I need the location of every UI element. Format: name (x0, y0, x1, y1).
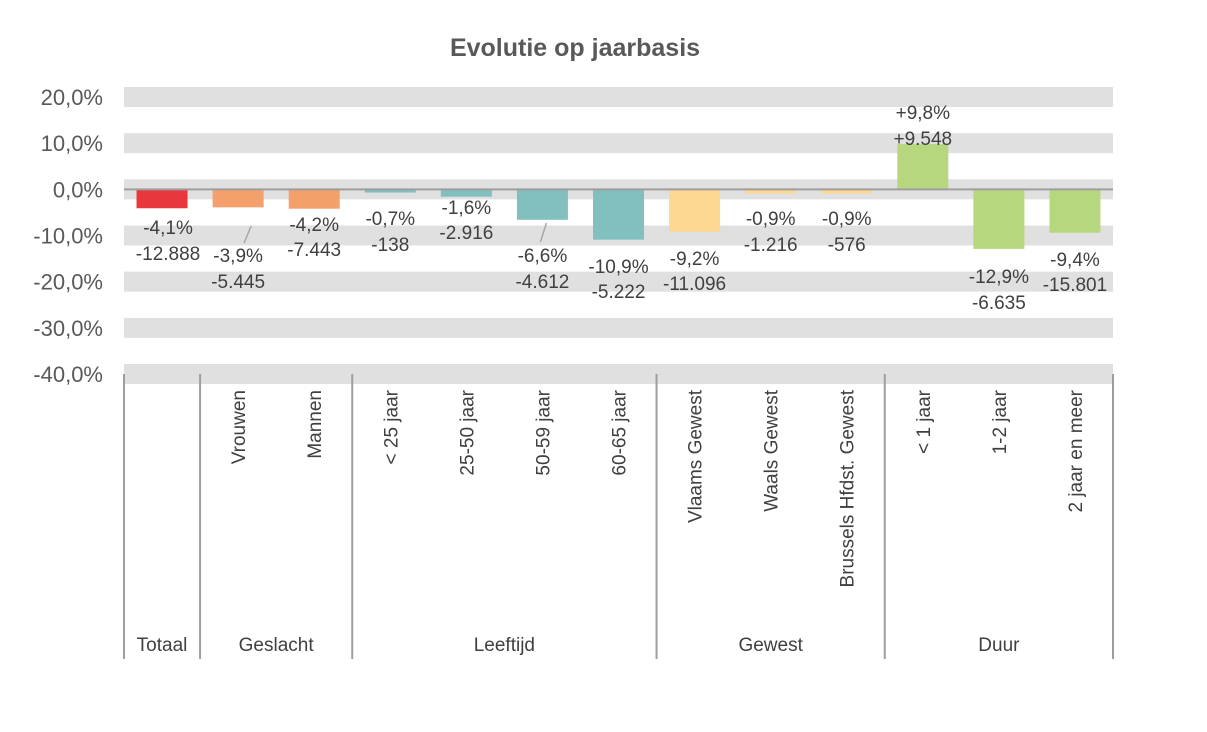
data-label-count: -4.612 (515, 272, 569, 293)
category-label: 1-2 jaar (990, 389, 1011, 454)
leader-line (243, 225, 252, 244)
category-label: Brussels Hfdst. Gewest (838, 389, 859, 587)
group-label: Totaal (137, 635, 188, 656)
data-label-count: -138 (371, 235, 409, 256)
grid-band (124, 317, 1113, 338)
data-label-count: -12.888 (136, 244, 200, 265)
grid-band (124, 133, 1113, 154)
category-label: < 1 jaar (914, 389, 935, 454)
category-label: < 25 jaar (381, 389, 402, 464)
data-label-percent: -9,4% (1050, 250, 1100, 271)
y-axis-ticks: 20,0% 10,0% 0,0% -10,0% -20,0% -30,0% -40,0% (33, 85, 103, 387)
data-label-count: -2.916 (439, 223, 493, 244)
data-label-count: +9.548 (893, 129, 952, 150)
bar (1049, 189, 1101, 233)
bar (745, 189, 797, 194)
category-label: Vrouwen (229, 390, 250, 464)
group-label: Duur (978, 635, 1020, 656)
bars (136, 144, 1101, 249)
data-label-percent: -0,9% (822, 209, 872, 230)
bar (897, 144, 949, 190)
data-label-percent: -10,9% (588, 257, 648, 278)
data-label-count: -11.096 (663, 274, 726, 295)
category-label: 60-65 jaar (610, 389, 631, 475)
data-label-percent: -4,1% (143, 218, 193, 239)
y-tick-label: -20,0% (33, 270, 103, 295)
data-label-count: -1.216 (744, 235, 798, 256)
data-label-percent: -9,2% (670, 249, 720, 270)
data-label-percent: -0,7% (365, 209, 415, 230)
category-label: 25-50 jaar (457, 389, 478, 475)
group-label: Geslacht (239, 635, 315, 656)
category-label: Vlaams Gewest (686, 389, 707, 523)
data-labels: -4,1% -12.888 -3,9% -5.445 -4,2% -7.443 -0,7% -… (136, 103, 1107, 314)
data-label-percent: -4,2% (289, 215, 339, 236)
data-label-percent: -3,9% (213, 246, 263, 267)
y-tick-label: -40,0% (33, 362, 103, 387)
data-label-count: -15.801 (1043, 275, 1107, 296)
bar (288, 189, 340, 209)
data-label-count: -7.443 (287, 240, 341, 261)
category-label: Mannen (305, 390, 326, 459)
category-label: 50-59 jaar (533, 389, 554, 475)
y-tick-label: 20,0% (41, 85, 103, 110)
grid-band (124, 364, 1113, 384)
data-label-percent: -0,9% (746, 209, 796, 230)
grid-band (124, 87, 1113, 107)
bar (821, 189, 873, 194)
chart-title: Evolutie op jaarbasis (450, 34, 700, 62)
bar (136, 189, 188, 209)
data-label-count: -5.222 (592, 282, 646, 303)
bar (364, 189, 416, 193)
bar (440, 189, 492, 197)
group-label: Leeftijd (474, 635, 535, 656)
leader-lines (243, 222, 548, 244)
group-label: Gewest (738, 635, 803, 656)
bar (669, 189, 721, 232)
data-label-percent: +9,8% (896, 103, 951, 124)
y-tick-label: 0,0% (53, 177, 103, 202)
y-tick-label: -10,0% (33, 224, 103, 249)
grid-band (124, 271, 1113, 292)
bar (973, 189, 1025, 249)
bar (516, 189, 568, 220)
leader-line (539, 222, 548, 243)
data-label-count: -6.635 (972, 293, 1026, 314)
x-axis: Vrouwen Mannen < 25 jaar 25-50 jaar 50-59 ja… (123, 374, 1114, 659)
category-label: Waals Gewest (762, 389, 783, 511)
data-label-percent: -12,9% (969, 267, 1029, 288)
category-label: 2 jaar en meer (1066, 389, 1087, 512)
y-tick-label: -30,0% (33, 316, 103, 341)
data-label-count: -5.445 (211, 272, 265, 293)
data-label-percent: -6,6% (518, 246, 568, 267)
data-label-percent: -1,6% (442, 198, 492, 219)
bar (212, 189, 264, 208)
bar (593, 189, 644, 240)
y-tick-label: 10,0% (41, 131, 103, 156)
data-label-count: -576 (828, 235, 866, 256)
